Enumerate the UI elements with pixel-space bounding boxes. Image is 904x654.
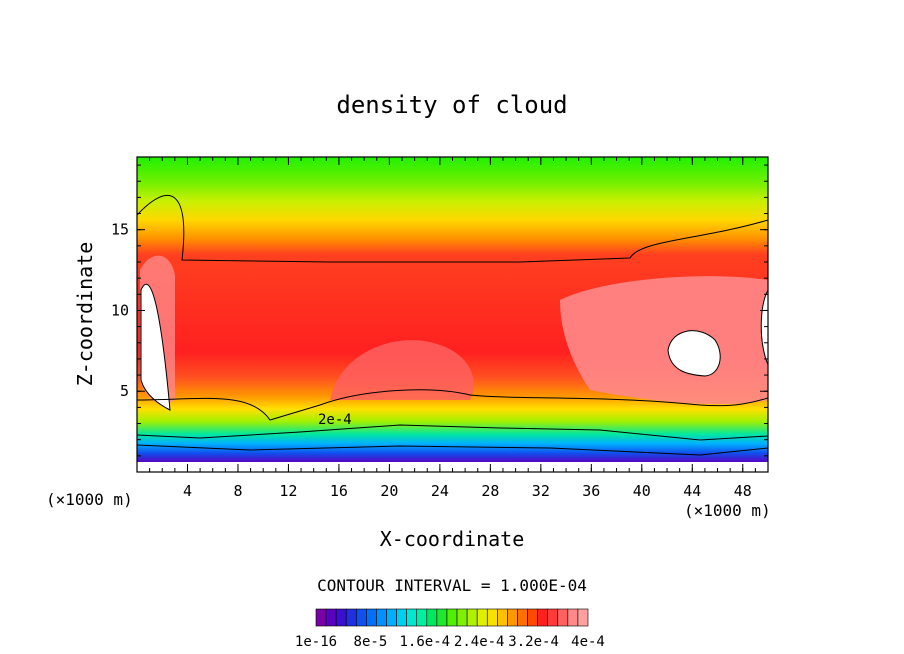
x-tick-label: 8	[233, 482, 242, 500]
colorbar-label: 3.2e-4	[508, 634, 559, 650]
heatmap-field: 2e-4	[137, 157, 768, 472]
x-axis-label: X-coordinate	[380, 527, 525, 551]
colorbar-swatch	[497, 608, 508, 627]
x-tick-label: 40	[633, 482, 651, 500]
colorbar-swatch	[436, 608, 448, 627]
colorbar-swatch	[386, 608, 397, 627]
colorbar-swatch	[486, 608, 498, 627]
x-tick-label: 48	[734, 482, 752, 500]
colorbar-swatch	[547, 608, 559, 627]
x-tick-label: 12	[279, 482, 297, 500]
x-axis: 4 8 12 16 20 24 28 32 36 40 44 48	[149, 157, 756, 500]
colorbar-label: 1e-16	[295, 634, 337, 650]
chart-title: density of cloud	[336, 91, 567, 119]
colorbar-label: 8e-5	[354, 634, 388, 650]
colorbar-swatch	[315, 608, 327, 627]
contour-interval: CONTOUR INTERVAL = 1.000E-04	[317, 576, 587, 595]
colorbar-swatch	[376, 608, 387, 627]
x-tick-label: 24	[431, 482, 449, 500]
colorbar-swatch	[345, 608, 357, 627]
x-tick-label: 36	[582, 482, 600, 500]
x-tick-label: 32	[532, 482, 550, 500]
x-tick-label: 16	[330, 482, 348, 500]
x-tick-label: 20	[380, 482, 398, 500]
colorbar	[315, 608, 589, 627]
colorbar-swatch	[355, 608, 367, 627]
colorbar-swatch	[366, 608, 377, 627]
colorbar-swatch	[567, 608, 579, 627]
colorbar-swatch	[426, 608, 438, 627]
colorbar-label: 2.4e-4	[454, 634, 505, 650]
x-unit-right: (×1000 m)	[684, 501, 771, 520]
colorbar-swatch	[527, 608, 538, 627]
colorbar-swatch	[396, 608, 407, 627]
colorbar-swatch	[416, 608, 428, 627]
y-axis: 5 10 15	[111, 164, 768, 457]
colorbar-label: 1.6e-4	[400, 634, 451, 650]
contour-label: 2e-4	[318, 412, 352, 428]
colorbar-swatch	[466, 608, 478, 627]
colorbar-swatch	[507, 608, 518, 627]
colorbar-label: 4e-4	[571, 634, 605, 650]
colorbar-swatch	[537, 608, 549, 627]
y-tick-label: 5	[120, 382, 129, 400]
colorbar-swatch	[335, 608, 347, 627]
y-axis-label: Z-coordinate	[73, 242, 97, 387]
colorbar-swatch	[446, 608, 458, 627]
colorbar-swatch	[517, 608, 528, 627]
colorbar-swatch	[406, 608, 418, 627]
colorbar-swatch	[577, 608, 589, 627]
x-tick-label: 4	[183, 482, 192, 500]
x-tick-label: 44	[683, 482, 701, 500]
colorbar-swatch	[325, 608, 337, 627]
colorbar-swatch	[456, 608, 468, 627]
colorbar-swatch	[476, 608, 488, 627]
x-unit-left: (×1000 m)	[46, 490, 133, 509]
y-tick-label: 15	[111, 221, 129, 239]
colorbar-labels: 1e-16 8e-5 1.6e-4 2.4e-4 3.2e-4 4e-4	[295, 634, 605, 650]
y-tick-label: 10	[111, 301, 129, 319]
x-tick-label: 28	[481, 482, 499, 500]
colorbar-swatch	[557, 608, 569, 627]
